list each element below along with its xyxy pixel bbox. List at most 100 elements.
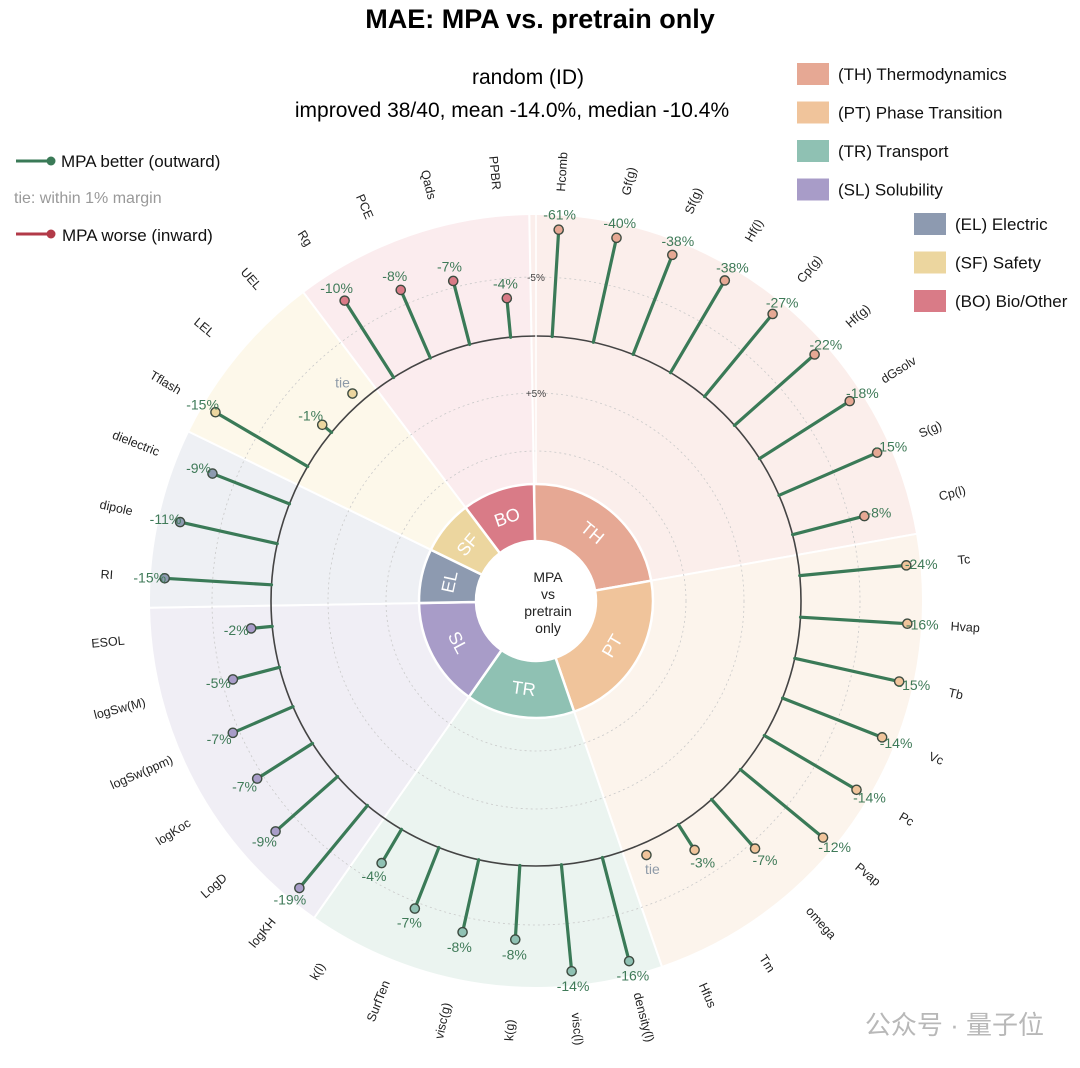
lollipop-stem-cp-l xyxy=(790,514,866,537)
category-background-sl xyxy=(148,599,538,920)
value-label-ri: -15% xyxy=(133,569,166,585)
value-label-hvap: -16% xyxy=(906,617,939,633)
legend-label-tr: (TR) Transport xyxy=(838,142,949,161)
lollipop-dot-ppbr xyxy=(501,292,513,304)
lollipop-dot-density-l xyxy=(623,955,635,967)
property-label-k-l: k(l) xyxy=(307,960,328,982)
chart-subtitle-line1: random (ID) xyxy=(472,66,584,89)
category-code-el: EL xyxy=(437,569,461,595)
tie-legend-label: tie: within 1% margin xyxy=(14,190,162,207)
lollipop-stem-pc xyxy=(762,733,859,792)
worse-legend-label: MPA worse (inward) xyxy=(62,226,213,245)
property-label-rg: Rg xyxy=(295,228,315,249)
lollipop-stem-logsw-ppm xyxy=(231,705,295,735)
lollipop-stem-dgsolv xyxy=(757,399,852,461)
legend-swatch-sl xyxy=(797,178,829,201)
lollipop-dot-hvap xyxy=(902,618,913,630)
lollipop-stem-logkoc xyxy=(255,741,315,781)
lollipop-stem-tb xyxy=(793,656,901,684)
lollipop-dot-dielectric xyxy=(207,468,218,479)
value-label-uel: tie xyxy=(335,374,350,390)
lollipop-stem-sf-g xyxy=(631,253,674,357)
lollipop-dot-lel xyxy=(316,419,328,431)
lollipop-dot-gf-g xyxy=(611,232,622,244)
legend-label-pt: (PT) Phase Transition xyxy=(838,104,1002,123)
watermark: 公众号 · 量子位 xyxy=(865,1010,1044,1040)
property-label-cp-l: Cp(l) xyxy=(937,483,967,503)
value-label-k-l: -4% xyxy=(362,868,387,884)
lollipop-stem-logd xyxy=(273,774,340,834)
category-segment-th xyxy=(532,482,653,593)
property-label-hcomb: Hcomb xyxy=(554,152,570,192)
category-background-th xyxy=(528,213,919,603)
property-label-vc: Vc xyxy=(927,749,946,767)
property-label-density-l: density(l) xyxy=(631,991,657,1044)
lollipop-stem-visc-g xyxy=(460,858,481,934)
lollipop-dot-logd xyxy=(270,826,281,837)
property-label-logkoc: logKoc xyxy=(153,816,193,848)
legend-swatch-el xyxy=(914,213,946,235)
property-label-logsw-ppm: logSw(ppm) xyxy=(108,753,175,792)
value-label-cp-g: -27% xyxy=(766,294,799,310)
value-label-omega: -7% xyxy=(753,852,778,868)
lollipop-dot-sf-g xyxy=(667,249,678,261)
property-label-esol: ESOL xyxy=(91,634,126,651)
lollipop-stem-hf-g xyxy=(732,352,817,428)
value-label-sf-g: -38% xyxy=(661,233,694,249)
value-label-visc-l: -14% xyxy=(557,978,590,994)
value-label-visc-g: -8% xyxy=(447,939,472,955)
property-label-gf-g: Gf(g) xyxy=(619,166,639,197)
value-label-density-l: -16% xyxy=(617,968,650,984)
property-label-omega: omega xyxy=(803,904,839,942)
lollipop-dot-tc xyxy=(900,560,912,571)
value-label-hfus: tie xyxy=(645,861,660,877)
tick-label-inner: +5% xyxy=(526,389,546,400)
value-label-vc: -14% xyxy=(880,735,913,751)
value-label-rg: -10% xyxy=(320,280,353,296)
lollipop-dot-qads xyxy=(447,275,459,287)
lollipop-stem-pce xyxy=(399,288,432,360)
lollipop-dot-logsw-m xyxy=(227,674,239,685)
lollipop-stem-omega xyxy=(709,797,757,851)
property-label-visc-l: visc(l) xyxy=(569,1012,586,1046)
lollipop-dot-dgsolv xyxy=(844,395,856,407)
lollipop-dot-logsw-ppm xyxy=(227,727,239,739)
lollipop-stem-tc xyxy=(798,563,908,578)
lollipop-dot-rg xyxy=(339,295,350,306)
worse-legend-dot xyxy=(46,229,56,239)
lollipop-dot-hfus xyxy=(641,849,652,861)
lollipop-dot-s-g xyxy=(871,447,883,458)
value-label-ppbr: -4% xyxy=(493,275,518,291)
lollipop-dot-tm xyxy=(689,844,700,856)
lollipop-dot-esol xyxy=(245,623,257,634)
property-label-k-g: k(g) xyxy=(502,1019,517,1041)
lollipop-stem-k-l xyxy=(380,827,404,865)
property-label-pce: PCE xyxy=(353,192,376,221)
lollipop-stem-rg xyxy=(343,299,396,380)
value-label-logsw-m: -5% xyxy=(206,675,231,691)
lollipop-dot-cp-l xyxy=(859,510,870,522)
property-label-surften: SurfTen xyxy=(364,978,393,1023)
lollipop-stem-dielectric xyxy=(210,471,292,506)
category-segment-pt xyxy=(553,579,655,714)
better-legend-label: MPA better (outward) xyxy=(61,152,220,171)
property-label-logkh: logKH xyxy=(246,915,278,950)
lollipop-stem-hcomb xyxy=(550,228,561,339)
lollipop-dot-visc-g xyxy=(457,926,468,938)
legend-swatch-pt xyxy=(797,101,829,124)
lollipop-dot-tflash xyxy=(210,406,221,418)
lollipop-dot-logkoc xyxy=(251,773,263,784)
lollipop-stem-cp-g xyxy=(702,312,775,399)
property-label-lel: LEL xyxy=(191,315,217,340)
lollipop-stem-qads xyxy=(451,279,472,347)
center-label-line-1: MPA xyxy=(533,569,563,585)
lollipop-stem-s-g xyxy=(777,451,879,497)
value-label-gf-g: -40% xyxy=(603,215,636,231)
property-label-uel: UEL xyxy=(238,265,265,293)
property-label-hfus: Hfus xyxy=(696,981,719,1010)
lollipop-dot-pce xyxy=(395,284,407,296)
grid-ring-3 xyxy=(327,392,745,810)
value-label-pvap: -12% xyxy=(818,839,851,855)
